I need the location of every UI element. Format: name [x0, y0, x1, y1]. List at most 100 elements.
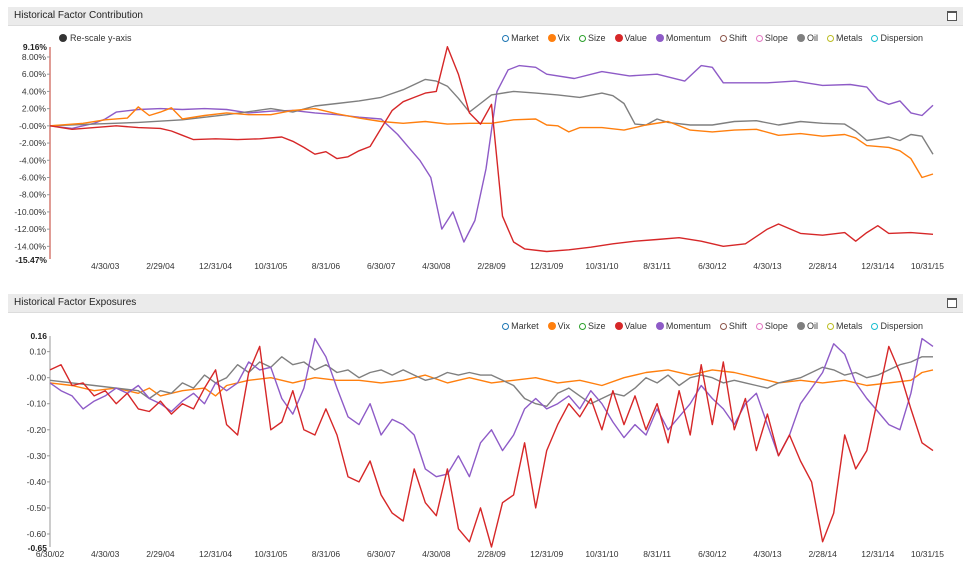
x-tick-label: 12/31/09 [530, 549, 563, 559]
legend-item-metals[interactable]: Metals [826, 33, 863, 43]
legend-marker-icon [655, 322, 664, 330]
legend-marker-icon [719, 34, 727, 42]
legend-item-oil[interactable]: Oil [796, 321, 818, 331]
legend-item-momentum[interactable]: Momentum [655, 321, 711, 331]
x-tick-label: 6/30/12 [698, 549, 727, 559]
x-tick-label: 10/31/15 [911, 549, 944, 559]
x-tick-label: 2/29/04 [146, 549, 175, 559]
x-tick-label: 10/31/05 [254, 261, 287, 271]
legend-item-size[interactable]: Size [579, 321, 606, 331]
legend-label: Market [511, 321, 539, 331]
y-tick-label: 8.00% [22, 52, 47, 62]
legend-marker-icon [547, 322, 556, 330]
legend-marker-icon [871, 34, 879, 42]
y-tick-label: -14.00% [14, 241, 46, 251]
series-line-vix[interactable] [49, 369, 934, 397]
series-line-value[interactable] [49, 345, 934, 548]
legend-label: Size [588, 321, 606, 331]
contribution-panel-title: Historical Factor Contribution [14, 10, 143, 21]
legend-item-value[interactable]: Value [614, 321, 647, 331]
legend-item-oil[interactable]: Oil [796, 33, 818, 43]
y-tick-label: -10.00% [14, 207, 46, 217]
x-tick-label: 4/30/03 [91, 549, 120, 559]
x-tick-label: 12/31/14 [861, 261, 894, 271]
x-tick-label: 10/31/15 [911, 261, 944, 271]
legend-label: Dispersion [880, 321, 923, 331]
x-tick-label: 12/31/04 [199, 549, 232, 559]
maximize-icon[interactable] [947, 298, 957, 308]
series-line-value[interactable] [49, 45, 934, 253]
x-tick-label: 4/30/13 [753, 549, 782, 559]
series-line-oil[interactable] [49, 78, 934, 155]
y-tick-label: -12.00% [14, 224, 46, 234]
legend-marker-icon [614, 34, 623, 42]
legend-label: Metals [835, 33, 863, 43]
x-tick-label: 4/30/08 [422, 261, 451, 271]
x-tick-label: 8/31/11 [643, 549, 671, 559]
legend-label: Dispersion [880, 33, 923, 43]
x-tick-label: 2/28/09 [477, 549, 506, 559]
legend-marker-icon [719, 322, 727, 330]
x-tick-label: 4/30/13 [753, 261, 782, 271]
series-line-momentum[interactable] [49, 337, 934, 478]
x-tick-label: 12/31/09 [530, 261, 563, 271]
legend-label: Slope [764, 321, 788, 331]
y-tick-label: -6.00% [19, 172, 46, 182]
y-max-label: 0.16 [30, 331, 47, 341]
legend-item-market[interactable]: Market [502, 321, 539, 331]
legend-marker-icon [826, 34, 834, 42]
rescale-y-axis-toggle[interactable]: Re-scale y-axis [59, 33, 132, 43]
y-min-label: -0.65 [28, 543, 48, 553]
contribution-chart: 9.16% -15.47% 8.00% 6.00% 4.00% 2.00% -0.00% -2… [14, 42, 944, 271]
legend-item-momentum[interactable]: Momentum [655, 33, 711, 43]
legend-item-dispersion[interactable]: Dispersion [871, 33, 923, 43]
y-tick-label: -0.20 [27, 425, 47, 435]
maximize-icon[interactable] [947, 11, 957, 21]
x-tick-label: 2/28/14 [808, 549, 837, 559]
legend-item-shift[interactable]: Shift [719, 33, 747, 43]
legend-label: Vix [557, 33, 571, 43]
x-tick-label: 2/28/14 [808, 261, 837, 271]
rescale-label: Re-scale y-axis [70, 33, 132, 43]
legend-marker-icon [614, 322, 623, 330]
x-tick-label: 2/29/04 [146, 261, 175, 271]
series-line-vix[interactable] [49, 106, 934, 179]
legend-item-metals[interactable]: Metals [826, 321, 862, 331]
legend-label: Slope [764, 33, 788, 43]
x-tick-label: 8/31/06 [312, 549, 341, 559]
legend-item-size[interactable]: Size [579, 33, 606, 43]
series-line-momentum[interactable] [49, 64, 934, 243]
y-tick-label: 0.10 [29, 347, 46, 357]
legend-item-shift[interactable]: Shift [719, 321, 747, 331]
legend-item-slope[interactable]: Slope [755, 321, 788, 331]
x-tick-label: 8/31/11 [643, 261, 671, 271]
y-tick-label: -0.00 [27, 373, 47, 383]
x-tick-label: 12/31/04 [199, 261, 232, 271]
y-tick-label: -0.60 [27, 529, 47, 539]
legend-marker-icon [796, 34, 805, 42]
x-tick-label: 4/30/08 [422, 549, 451, 559]
legend-marker-icon [655, 34, 664, 42]
y-tick-label: 2.00% [22, 104, 47, 114]
y-tick-label: -2.00% [19, 138, 46, 148]
legend-item-vix[interactable]: Vix [547, 321, 570, 331]
legend-item-dispersion[interactable]: Dispersion [871, 321, 923, 331]
legend-item-slope[interactable]: Slope [755, 33, 788, 43]
legend-marker-icon [547, 34, 556, 42]
legend-item-market[interactable]: Market [502, 33, 539, 43]
legend-item-value[interactable]: Value [614, 33, 647, 43]
legend-label: Oil [806, 321, 818, 331]
legend-marker-icon [755, 34, 763, 42]
legend-marker-icon [502, 322, 510, 330]
legend-item-vix[interactable]: Vix [547, 33, 571, 43]
y-tick-label: -4.00% [19, 155, 46, 165]
y-max-label: 9.16% [23, 42, 48, 52]
y-tick-label: -0.30 [27, 451, 47, 461]
legend-label: Value [624, 33, 647, 43]
exposures-panel-title: Historical Factor Exposures [14, 297, 137, 308]
x-tick-label: 8/31/06 [312, 261, 341, 271]
series-line-oil[interactable] [49, 356, 933, 408]
x-tick-label: 12/31/14 [861, 549, 894, 559]
y-tick-label: -8.00% [19, 190, 46, 200]
legend-marker-icon [755, 322, 763, 330]
